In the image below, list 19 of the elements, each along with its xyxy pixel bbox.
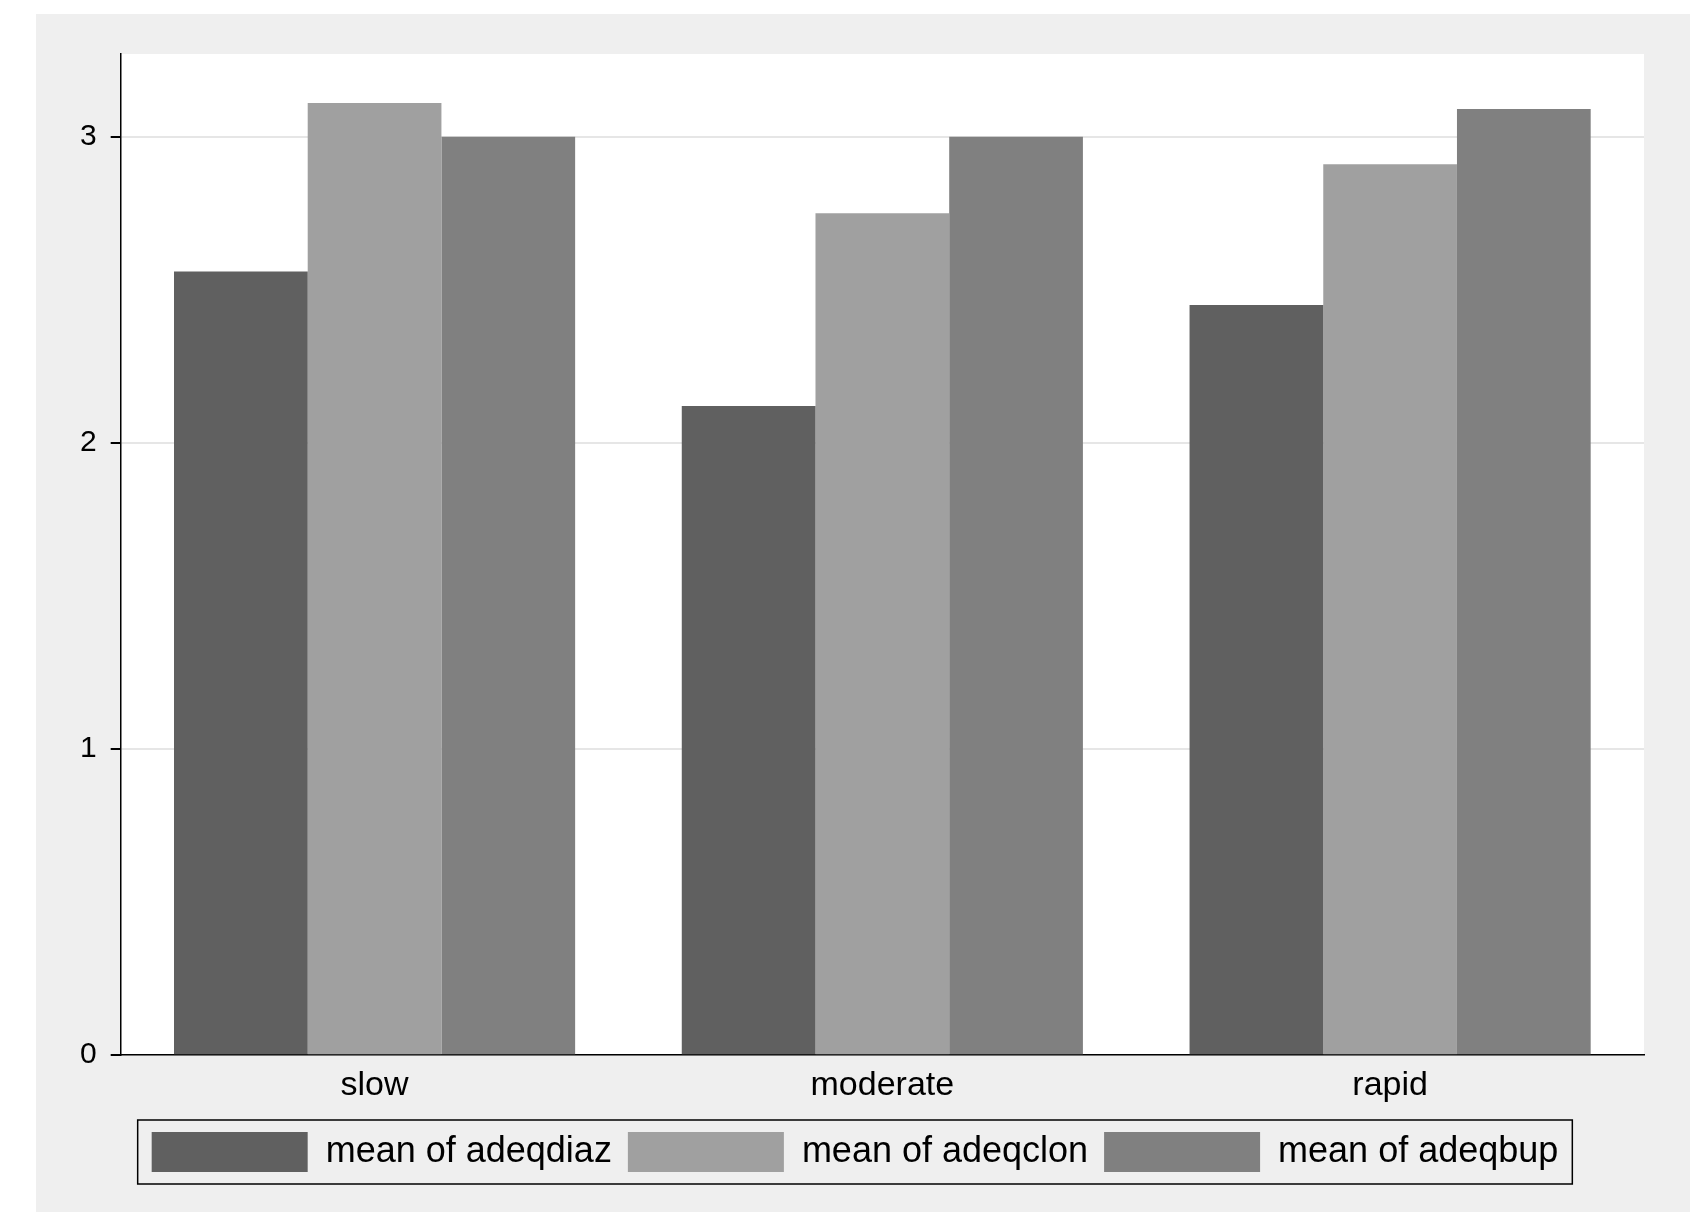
x-tick-label: rapid bbox=[1352, 1063, 1428, 1102]
bar bbox=[1189, 305, 1324, 1055]
x-tick-label: slow bbox=[340, 1063, 410, 1102]
bar bbox=[307, 102, 442, 1055]
bar bbox=[815, 213, 950, 1055]
bar bbox=[174, 271, 308, 1055]
legend-label: mean of adeqbup bbox=[1278, 1128, 1559, 1170]
y-tick-label: 2 bbox=[80, 424, 97, 458]
x-tick-label: moderate bbox=[810, 1063, 955, 1102]
bar bbox=[1456, 109, 1591, 1055]
bar bbox=[949, 136, 1083, 1055]
bar bbox=[681, 406, 816, 1055]
y-tick-label: 1 bbox=[80, 730, 97, 764]
bar bbox=[441, 136, 576, 1055]
legend-label: mean of adeqdiaz bbox=[325, 1128, 612, 1170]
y-tick-label: 0 bbox=[80, 1036, 97, 1070]
legend-label: mean of adeqclon bbox=[801, 1128, 1089, 1170]
y-tick-label: 3 bbox=[80, 117, 97, 151]
bar bbox=[1323, 164, 1457, 1055]
